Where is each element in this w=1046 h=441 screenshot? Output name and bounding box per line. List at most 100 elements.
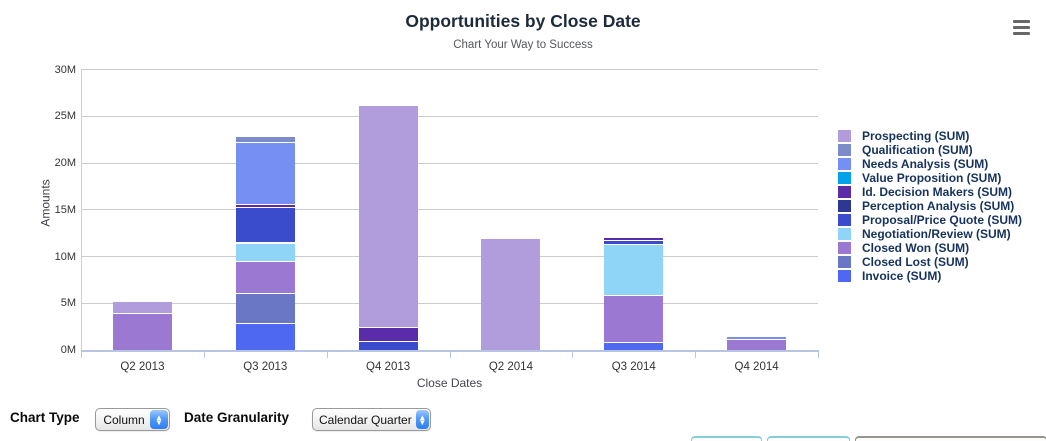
bar-segment[interactable] [604, 295, 664, 342]
legend-swatch-icon [838, 186, 851, 199]
bar-segment[interactable] [481, 238, 541, 350]
x-category-label: Q2 2013 [120, 361, 165, 373]
y-axis-line [81, 69, 82, 350]
legend-label: Id. Decision Makers (SUM) [862, 185, 1013, 200]
bar-segment[interactable] [358, 327, 418, 341]
bar-segment[interactable] [235, 136, 295, 142]
bar-segment[interactable] [235, 142, 295, 205]
legend-swatch-icon [838, 172, 851, 185]
bar-segment[interactable] [112, 313, 172, 350]
x-axis-tick [326, 352, 328, 358]
bar-segment[interactable] [235, 323, 295, 350]
bar-segment[interactable] [235, 262, 295, 293]
legend-label: Proposal/Price Quote (SUM) [862, 213, 1023, 228]
x-category-label: Q3 2014 [611, 361, 656, 373]
legend-label: Invoice (SUM) [862, 269, 942, 284]
chart-type-label: Chart Type [10, 410, 80, 425]
y-tick-label: 10M [54, 250, 76, 263]
x-axis-tick [449, 352, 451, 358]
bar-segment[interactable] [112, 302, 172, 313]
bar-q3-2014 [604, 70, 664, 350]
x-axis-tick [818, 352, 819, 358]
cutoff-button-1[interactable] [691, 436, 762, 441]
legend-item: Prospecting (SUM) [838, 130, 1022, 143]
legend-swatch-icon [838, 228, 851, 241]
legend: Prospecting (SUM) Qualification (SUM) Need… [838, 130, 1022, 284]
x-axis-title: Close Dates [416, 376, 483, 390]
gridline [81, 302, 818, 304]
legend-swatch-icon [838, 144, 851, 157]
date-granularity-label: Date Granularity [184, 410, 290, 425]
x-axis-tick [81, 352, 82, 358]
legend-item: Qualification (SUM) [838, 144, 1022, 157]
legend-swatch-icon [838, 242, 851, 255]
legend-item: Needs Analysis (SUM) [838, 158, 1022, 171]
bar-segment[interactable] [727, 339, 787, 350]
bar-segment[interactable] [604, 342, 664, 350]
bar-segment[interactable] [727, 336, 787, 339]
chart-type-select[interactable]: Column ▲ ▼ [95, 408, 170, 431]
x-category-label: Q4 2014 [734, 361, 779, 373]
bar-segment[interactable] [358, 341, 418, 350]
chart-type-value: Column [103, 412, 145, 427]
bar-segment[interactable] [235, 293, 295, 323]
legend-item: Value Proposition (SUM) [838, 172, 1022, 185]
bar-q2-2013 [112, 70, 172, 350]
bar-q4-2014 [727, 70, 787, 350]
cutoff-button-3[interactable] [855, 436, 1046, 441]
legend-label: Prospecting (SUM) [862, 129, 970, 144]
legend-swatch-icon [838, 130, 851, 143]
bar-q4-2013 [358, 70, 418, 350]
legend-swatch-icon [838, 214, 851, 227]
y-tick-label: 25M [54, 110, 76, 123]
y-tick-label: 0M [60, 344, 76, 356]
legend-swatch-icon [838, 270, 851, 283]
bar-segment[interactable] [604, 245, 664, 295]
legend-label: Needs Analysis (SUM) [862, 157, 989, 172]
gridline [81, 209, 818, 211]
legend-item: Closed Lost (SUM) [838, 256, 1022, 269]
bar-q3-2013 [235, 70, 295, 350]
legend-swatch-icon [838, 256, 851, 269]
date-granularity-select[interactable]: Calendar Quarter ▲ ▼ [312, 408, 431, 431]
x-axis-line [81, 350, 819, 352]
legend-label: Negotiation/Review (SUM) [862, 227, 1011, 242]
gridline [81, 256, 818, 257]
x-category-label: Q3 2013 [243, 361, 288, 373]
legend-label: Closed Lost (SUM) [862, 255, 969, 270]
y-tick-label: 15M [54, 203, 76, 216]
cutoff-button-2[interactable] [767, 436, 850, 441]
up-down-stepper-icon: ▲ ▼ [150, 410, 168, 429]
chart-plot: Amounts Close Dates 0M 5M 10M 15M 20M 25M 30M Q… [39, 63, 819, 390]
legend-label: Value Proposition (SUM) [862, 171, 1002, 186]
x-axis-tick [572, 352, 574, 358]
bar-segment[interactable] [235, 243, 295, 262]
legend-item: Closed Won (SUM) [838, 242, 1022, 255]
bar-segment[interactable] [235, 205, 295, 207]
page-title: Opportunities by Close Date [405, 11, 641, 31]
legend-label: Qualification (SUM) [862, 143, 973, 158]
legend-label: Closed Won (SUM) [862, 241, 970, 256]
x-category-label: Q2 2014 [488, 361, 533, 373]
bar-segment[interactable] [235, 207, 295, 243]
y-tick-label: 20M [54, 157, 76, 169]
legend-swatch-icon [838, 200, 851, 213]
chart-subtitle: Chart Your Way to Success [453, 39, 593, 51]
bar-segment[interactable] [604, 240, 664, 245]
legend-item: Proposal/Price Quote (SUM) [838, 214, 1022, 227]
legend-item: Id. Decision Makers (SUM) [838, 186, 1022, 199]
bar-q2-2014 [481, 70, 541, 350]
gridline [81, 69, 818, 70]
y-tick-label: 30M [54, 63, 76, 76]
y-tick-label: 5M [60, 297, 76, 310]
bar-segment[interactable] [604, 238, 664, 240]
legend-item: Negotiation/Review (SUM) [838, 228, 1022, 241]
legend-swatch-icon [838, 158, 851, 171]
gridline [81, 162, 818, 164]
chart-menu-button[interactable] [1013, 19, 1031, 36]
gridline [81, 115, 818, 117]
legend-item: Perception Analysis (SUM) [838, 200, 1022, 213]
bar-segment[interactable] [358, 106, 418, 327]
x-axis-tick [203, 352, 205, 358]
